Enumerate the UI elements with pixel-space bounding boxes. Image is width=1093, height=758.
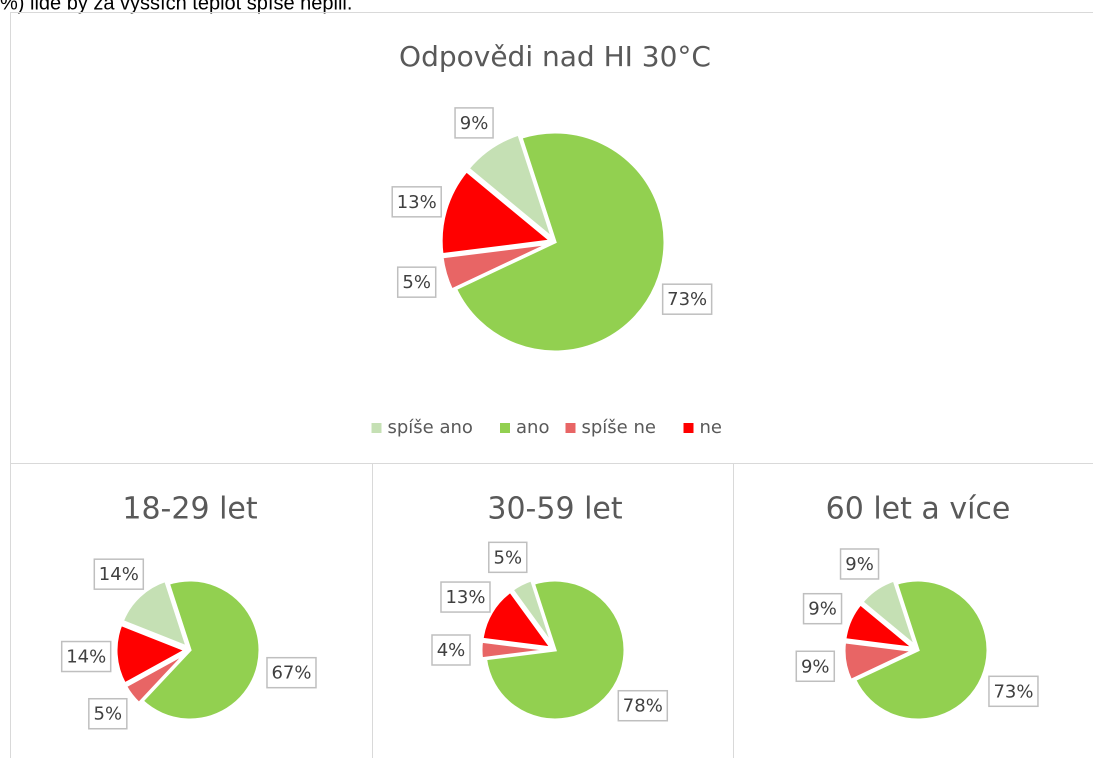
data-label: 78% (623, 696, 663, 717)
pie-slice (120, 578, 190, 650)
pie-slice (483, 578, 627, 722)
data-label-box (431, 634, 471, 666)
pie-slice (439, 168, 555, 257)
data-label: 13% (445, 587, 485, 608)
data-label: 9% (801, 656, 830, 677)
data-label-box (488, 541, 528, 574)
pie-slice (139, 578, 262, 722)
legend-label: spíše ne (582, 417, 656, 438)
pie-slice (114, 622, 190, 687)
pie-slice (440, 241, 552, 292)
chart-title: 30-59 let (487, 492, 623, 527)
data-label-box (454, 107, 494, 139)
panel-border (733, 463, 1093, 758)
data-label-box (988, 675, 1039, 708)
data-label: 73% (993, 681, 1033, 702)
legend-swatch (565, 423, 576, 433)
caption: %) lidé by za vyšších teplot spíše nepil… (0, 0, 352, 14)
data-label: 4% (437, 640, 466, 661)
pie-slice (859, 578, 919, 652)
data-label-box (396, 266, 437, 298)
pie-slice (453, 130, 667, 354)
data-label-box (60, 640, 112, 673)
legend-swatch (500, 423, 510, 433)
data-label-box (266, 656, 317, 689)
data-label: 9% (460, 113, 489, 134)
legend-label: ne (700, 417, 722, 438)
data-label-box (88, 697, 128, 730)
data-label: 67% (271, 663, 311, 684)
legend-swatch (683, 423, 694, 433)
data-label-box (661, 283, 713, 315)
chart-title: Odpovědi nad HI 30°C (399, 40, 711, 73)
data-label-box (93, 558, 145, 590)
legend-label: ano (516, 417, 549, 438)
data-label: 5% (94, 704, 123, 725)
data-label: 13% (397, 192, 437, 213)
data-label-box (440, 581, 491, 613)
chart-title: 18-29 let (122, 492, 258, 527)
data-label-box (617, 689, 669, 722)
pie-slice (852, 578, 990, 722)
data-label-box (795, 650, 836, 683)
data-label: 14% (99, 564, 139, 585)
data-label: 5% (402, 272, 431, 293)
chart-title: 60 let a více (826, 492, 1011, 527)
pie-slice (509, 577, 555, 648)
legend-label: spíše ano (388, 417, 473, 438)
pie-slice (480, 589, 555, 650)
pie-slice (465, 132, 556, 244)
data-label-box (391, 186, 442, 218)
data-label-box (839, 548, 880, 580)
data-label: 5% (494, 547, 523, 568)
data-label: 73% (667, 289, 707, 310)
legend-swatch (371, 423, 382, 433)
data-label: 14% (66, 647, 106, 668)
pie-slice (123, 651, 188, 706)
data-label: 9% (808, 599, 837, 620)
pie-slice (843, 601, 920, 651)
data-label-box (802, 592, 843, 625)
pie-slice (479, 639, 552, 661)
data-label: 9% (845, 554, 874, 575)
pie-slice (842, 640, 920, 683)
